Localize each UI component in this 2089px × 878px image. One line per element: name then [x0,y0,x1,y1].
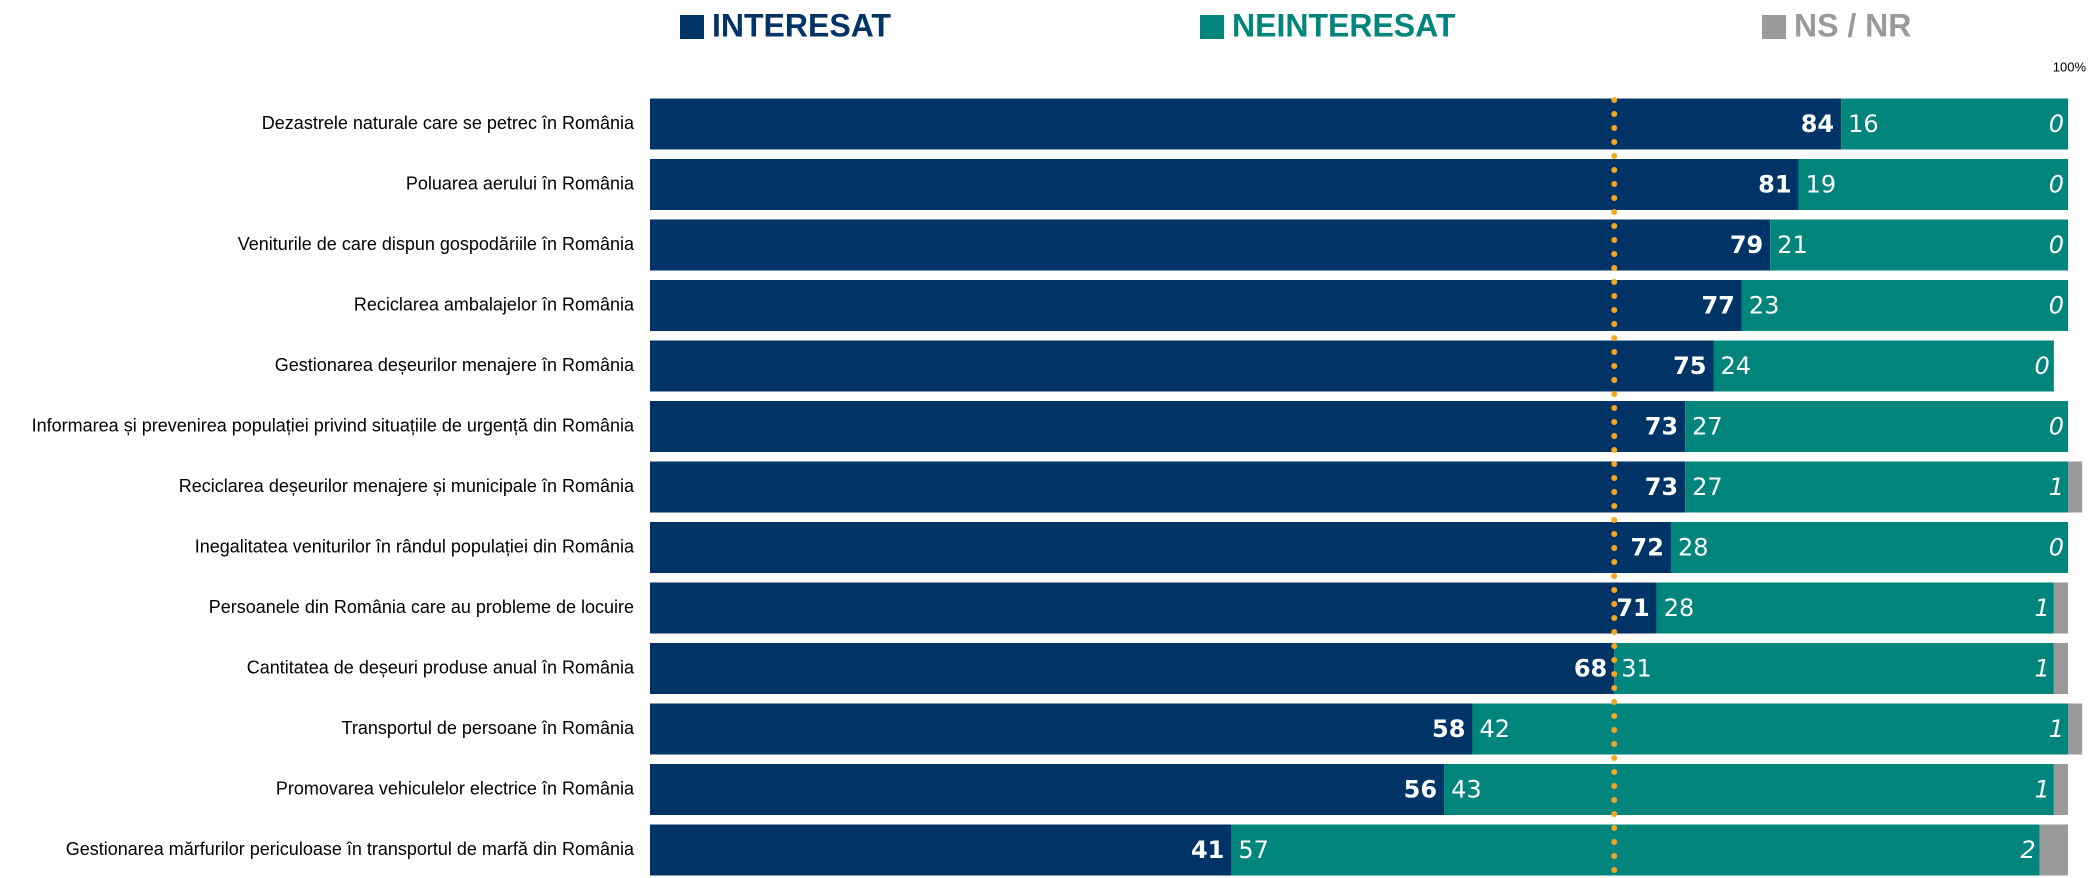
value-label: 21 [1777,231,1808,259]
value-label: 0 [2049,292,2064,320]
bar-segment [1713,340,2054,392]
category-label: Inegalitatea veniturilor în rândul popul… [195,536,635,556]
bar-segment [2068,703,2083,755]
value-label: 27 [1692,413,1723,441]
bar-segment [650,764,1445,815]
value-label: 23 [1749,292,1780,320]
bar-segment [1798,159,2068,210]
value-label: 75 [1673,352,1706,380]
value-label: 0 [2035,352,2050,380]
bar-segment [650,522,1671,573]
bar-segment [1656,582,2054,634]
value-label: 28 [1664,594,1695,622]
value-label: 71 [1616,594,1649,622]
legend-swatch [680,15,704,39]
value-label: 27 [1692,473,1723,501]
value-label: 0 [2049,413,2064,441]
category-label: Veniturile de care dispun gospodăriile î… [238,234,635,254]
bar-segment [2053,582,2068,634]
bar-segment [2039,824,2068,876]
bar-segment [2068,461,2083,513]
bar-segment [650,461,1686,513]
value-label: 43 [1451,776,1482,804]
legend-swatch [1762,15,1786,39]
bar-segment [1614,643,2054,694]
bar-segment [1444,764,2054,815]
value-label: 56 [1404,776,1437,804]
bar-segment [1741,280,2068,331]
category-label: Reciclarea deșeurilor menajere și munici… [179,476,635,496]
bar-segment [650,159,1799,210]
legend-label: INTERESAT [712,7,891,43]
value-label: 81 [1758,171,1791,199]
value-label: 1 [2035,776,2050,804]
value-label: 41 [1191,836,1224,864]
bar-segment [1770,219,2068,271]
value-label: 2 [2020,836,2035,864]
legend-label: NS / NR [1794,7,1911,43]
value-label: 77 [1701,292,1734,320]
value-label: 84 [1801,110,1834,138]
bar-segment [650,280,1742,331]
legend-label: NEINTERESAT [1232,7,1456,43]
bar-segment [650,582,1657,634]
value-label: 16 [1848,110,1879,138]
value-label: 1 [2049,715,2064,743]
bar-segment [1231,824,2040,876]
bar-segment [650,643,1615,694]
value-label: 24 [1721,352,1752,380]
legend-swatch [1200,15,1224,39]
category-label: Informarea și prevenirea populației priv… [32,415,635,435]
category-label: Poluarea aerului în România [406,173,635,193]
value-label: 0 [2049,534,2064,562]
category-label: Promovarea vehiculelor electrice în Româ… [276,778,635,798]
bar-segment [1685,401,2068,452]
category-label: Reciclarea ambalajelor în România [354,294,635,314]
bar-segment [650,401,1686,452]
value-label: 28 [1678,534,1709,562]
bar-segment [650,340,1714,392]
bar-segment [650,219,1771,271]
value-label: 72 [1631,534,1664,562]
value-label: 31 [1621,655,1652,683]
category-label: Persoanele din România care au probleme … [209,597,634,617]
value-label: 73 [1645,473,1678,501]
value-label: 0 [2049,171,2064,199]
bar-segment [1670,522,2068,573]
category-label: Gestionarea deșeurilor menajere în Român… [275,355,635,375]
value-label: 73 [1645,413,1678,441]
bar-segment [2053,764,2068,815]
bar-segment [1841,98,2068,150]
value-label: 0 [2049,110,2064,138]
value-label: 68 [1574,655,1607,683]
bar-segment [650,824,1232,876]
category-label: Cantitatea de deșeuri produse anual în R… [247,657,635,677]
value-label: 1 [2035,655,2050,683]
category-label: Dezastrele naturale care se petrec în Ro… [262,113,635,133]
category-label: Transportul de persoane în România [342,718,635,738]
bar-segment [2053,643,2068,694]
bar-segment [650,98,1842,150]
value-label: 42 [1479,715,1510,743]
x-tick-label: 100% [2053,59,2087,74]
bar-segment [1685,461,2068,513]
category-label: Gestionarea mărfurilor periculoase în tr… [66,839,635,859]
value-label: 79 [1730,231,1763,259]
value-label: 1 [2049,473,2064,501]
value-label: 57 [1238,836,1269,864]
value-label: 0 [2049,231,2064,259]
bar-segment [1472,703,2068,755]
bar-segment [650,703,1473,755]
value-label: 19 [1806,171,1837,199]
value-label: 58 [1432,715,1465,743]
value-label: 1 [2035,594,2050,622]
